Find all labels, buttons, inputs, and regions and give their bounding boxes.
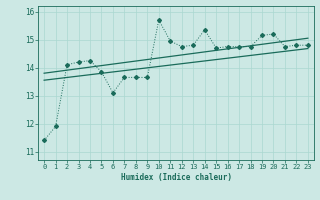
X-axis label: Humidex (Indice chaleur): Humidex (Indice chaleur)	[121, 173, 231, 182]
